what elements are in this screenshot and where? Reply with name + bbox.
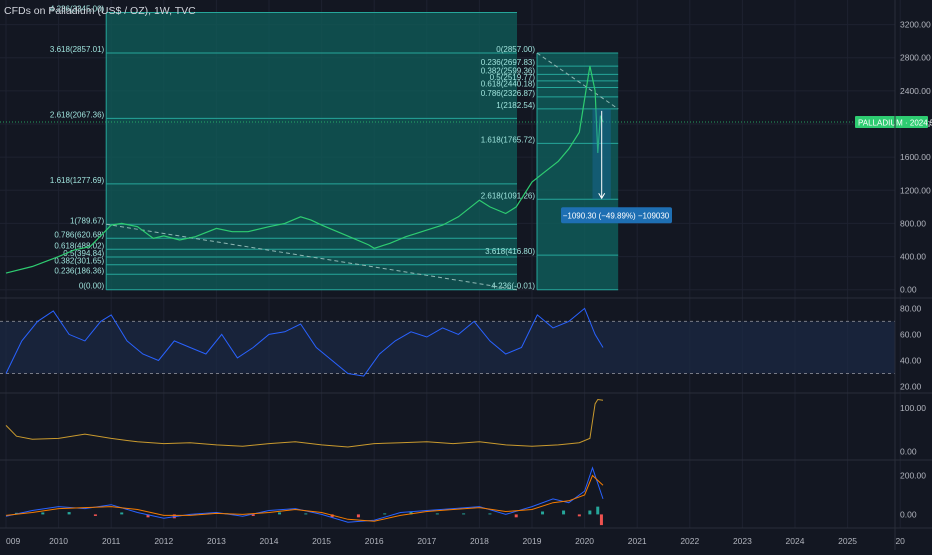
macd-histogram-bar: [541, 511, 545, 515]
macd-histogram-bar: [278, 512, 282, 515]
measure-arrow-head: [598, 193, 606, 200]
macd-histogram-bar: [41, 512, 45, 515]
x-axis-tick-label: 2021: [628, 536, 647, 546]
fib-left-zone: [106, 12, 517, 290]
macd-histogram-bar: [304, 513, 308, 515]
x-axis-tick-label: 2018: [470, 536, 489, 546]
macd-histogram-bar: [588, 510, 592, 515]
fib-left-level-label: 0.786(620.68): [54, 230, 104, 239]
x-axis-tick-label: 2015: [312, 536, 331, 546]
x-axis-tick-label: 2010: [49, 536, 68, 546]
fib-right-level-label: 4.236(-0.01): [491, 282, 535, 291]
rsi-tick-label: 80.00: [900, 303, 922, 313]
indicator-tick-label: 0.00: [900, 446, 917, 456]
price-tick-label: 2400.00: [900, 86, 931, 96]
rsi-tick-label: 40.00: [900, 355, 922, 365]
macd-histogram-bar: [599, 514, 603, 526]
price-tick-label: 0.00: [900, 285, 917, 295]
macd-histogram-bar: [383, 513, 387, 515]
macd-histogram-bar: [577, 514, 581, 517]
macd-histogram-bar: [356, 514, 360, 518]
rsi-series-line: [5, 307, 604, 377]
x-axis-tick-label: 2025: [838, 536, 857, 546]
macd-histogram-bar: [562, 510, 566, 515]
x-axis-tick-label: 2013: [207, 536, 226, 546]
macd-histogram-bar: [67, 512, 71, 515]
fib-left-level-label: 0.5(394.84): [63, 249, 104, 258]
fib-right-level-label: 1(2182.54): [496, 101, 535, 110]
fib-left-level-label: 0.618(488.02): [54, 241, 104, 250]
macd-histogram-bar: [514, 514, 518, 518]
last-price-badge: [855, 115, 928, 128]
x-axis-tick-label: 2019: [523, 536, 542, 546]
macd-histogram-bar: [435, 513, 439, 515]
fib-right-level-label: 0.618(2440.18): [481, 80, 536, 89]
rsi-tick-label: 60.00: [900, 329, 922, 339]
fib-right-level-label: 0(2857.00): [496, 45, 535, 54]
x-axis-tick-label: 009: [6, 536, 20, 546]
fib-right-level-label: 0.5(2519.77): [490, 73, 536, 82]
macd-signal-line: [5, 474, 604, 522]
fib-left-level-label: 0(0.00): [79, 282, 105, 291]
fib-left-level-label: 4.236(3345.00): [50, 5, 105, 14]
macd-histogram-bar: [146, 514, 150, 518]
price-tick-label: 3200.00: [900, 20, 931, 30]
price-tick-label: 1200.00: [900, 185, 931, 195]
rsi-tick-label: 20.00: [900, 381, 922, 391]
symbol-title: CFDs on Palladium (US$ / OZ), 1W, TVC: [4, 5, 196, 17]
macd-tick-label: 200.00: [900, 471, 926, 481]
macd-histogram-bar: [330, 514, 334, 518]
price-tick-label: 400.00: [900, 252, 926, 262]
x-axis-tick-label: 2020: [575, 536, 594, 546]
fib-right-level-label: 0.786(2326.87): [481, 89, 536, 98]
fib-right-zone: [537, 52, 619, 290]
macd-histogram-bar: [462, 513, 466, 515]
x-axis-tick-label: 2012: [154, 536, 173, 546]
fib-left-level-label: 3.618(2857.01): [50, 45, 105, 54]
fib-left-level-label: 0.382(301.65): [54, 257, 104, 266]
measure-label-box: [561, 207, 672, 224]
fib-right-level-label: 0.382(2599.36): [481, 66, 536, 75]
fib-left-level-label: 0.236(186.36): [54, 266, 104, 275]
indicator-series-line: [5, 398, 604, 448]
price-tick-label: 2800.00: [900, 53, 931, 63]
macd-tick-label: 0.00: [900, 509, 917, 519]
macd-histogram-bar: [488, 513, 492, 515]
fib-right-level-label: 0.236(2697.83): [481, 58, 536, 67]
trend-line-dashed: [536, 52, 619, 110]
x-axis-tick-label: 2022: [680, 536, 699, 546]
macd-line: [5, 466, 604, 523]
price-tick-label: 1600.00: [900, 152, 931, 162]
macd-histogram-bar: [596, 506, 600, 515]
x-axis-tick-label: 2017: [417, 536, 436, 546]
fib-right-level-label: 2.618(1091.26): [481, 191, 536, 200]
macd-histogram-bar: [93, 514, 97, 516]
x-axis-tick-label: 2024: [786, 536, 805, 546]
macd-histogram-bar: [251, 514, 255, 516]
measure-label: −1090.30 (−49.89%) −109030: [563, 211, 670, 220]
price-tick-label: 800.00: [900, 218, 926, 228]
fib-right-level-label: 1.618(1765.72): [481, 135, 536, 144]
x-axis-tick-label: 2014: [260, 536, 279, 546]
x-axis-tick-label: 2011: [102, 536, 121, 546]
price-series-line: [5, 65, 604, 274]
fib-left-level-label: 2.618(2067.36): [50, 110, 105, 119]
fib-left-level-label: 1.618(1277.69): [50, 176, 105, 185]
indicator-tick-label: 100.00: [900, 403, 926, 413]
fib-right-level-label: 3.618(416.80): [485, 247, 535, 256]
x-axis-tick-label: 2023: [733, 536, 752, 546]
x-axis-tick-label: 20: [895, 536, 905, 546]
trend-line-dashed: [106, 223, 518, 291]
macd-histogram-bar: [409, 511, 413, 515]
x-axis-tick-label: 2016: [365, 536, 384, 546]
fib-left-level-label: 1(789.67): [70, 216, 105, 225]
macd-histogram-bar: [120, 512, 124, 515]
